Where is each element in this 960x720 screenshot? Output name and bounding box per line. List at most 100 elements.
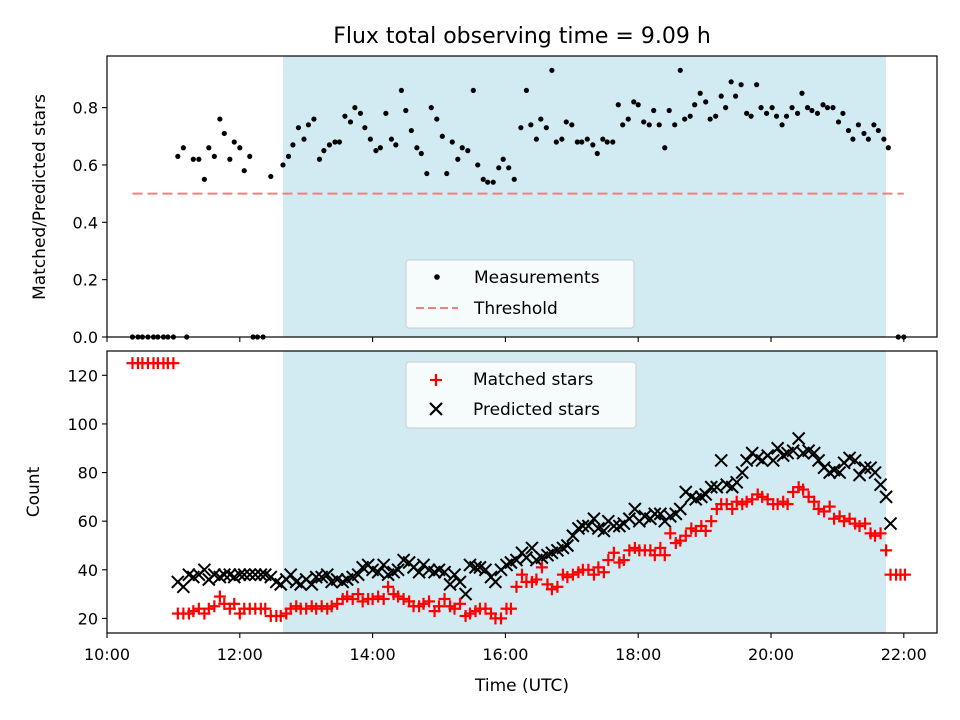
bottom-y-tick-label: 40 (78, 561, 98, 580)
measurement-point (268, 173, 274, 180)
measurement-point (840, 110, 846, 116)
measurement-point (485, 179, 491, 185)
predicted-stars-point (587, 512, 601, 526)
measurement-point (804, 105, 811, 111)
predicted-stars-point (868, 465, 882, 480)
matched-stars-point (228, 597, 241, 610)
predicted-stars-point (698, 487, 713, 502)
measurement-point (728, 79, 734, 85)
predicted-stars-point (883, 516, 898, 531)
measurement-point (311, 116, 317, 122)
measurement-point (881, 136, 887, 142)
x-tick-label: 20:00 (748, 645, 794, 664)
matched-stars-point (356, 595, 369, 608)
measurement-point (830, 105, 836, 111)
matched-stars-point (726, 503, 739, 516)
measurement-point (758, 105, 764, 111)
measurement-point (682, 116, 688, 122)
top-legend: Measurements Threshold (405, 259, 635, 329)
predicted-stars-point (376, 558, 391, 572)
measurement-point (732, 93, 739, 99)
matched-stars-point (535, 561, 548, 574)
measurement-point (662, 145, 668, 151)
matched-stars-point (325, 600, 338, 613)
matched-stars-point (463, 607, 476, 620)
measurement-point (439, 133, 445, 139)
matched-stars-point (781, 498, 794, 511)
measurement-point (845, 127, 852, 134)
predicted-stars-point (320, 567, 334, 582)
matched-stars-point (510, 580, 523, 593)
predicted-stars-point (443, 577, 457, 592)
measurement-point (779, 122, 785, 128)
predicted-stars-point (714, 453, 728, 468)
matched-stars-point (853, 520, 866, 533)
measurement-point (388, 136, 395, 142)
matched-stars-point (454, 597, 467, 610)
measurement-point (814, 110, 821, 116)
measurement-point (241, 168, 247, 174)
measurement-point (885, 145, 891, 151)
measurement-point (703, 99, 709, 105)
bottom-legend-box (405, 361, 637, 429)
measurement-point (398, 87, 404, 94)
top-legend-box (405, 259, 635, 329)
predicted-stars-point (248, 567, 263, 582)
measurement-point (579, 139, 585, 145)
measurement-point (718, 93, 724, 99)
x-tick-label: 14:00 (350, 645, 396, 664)
measurement-point (697, 90, 703, 96)
matched-stars-point (828, 512, 841, 525)
predicted-stars-point (437, 565, 452, 579)
measurement-point (794, 110, 801, 116)
predicted-stars-point (458, 587, 473, 601)
measurement-point (738, 82, 744, 88)
measurement-point (754, 82, 760, 88)
x-tick-label: 22:00 (881, 645, 927, 664)
predicted-stars-point (735, 465, 749, 480)
top-y-axis-ticks: 0.0 0.2 0.4 0.6 0.8 (73, 99, 107, 347)
matched-stars-point (377, 592, 390, 605)
matched-stars-point (504, 602, 517, 615)
bottom-panel: 20 40 60 80 100 120 10:00 12:00 14:00 16:00 18:00… (24, 350, 938, 696)
matched-stars-point (259, 602, 272, 615)
top-panel: 0.00.20.40.60.8 Matched/Predicted stars … (30, 55, 938, 347)
measurement-point (490, 179, 496, 185)
matched-stars-point (392, 590, 405, 603)
predicted-stars-point (560, 538, 575, 553)
predicted-stars-point (371, 565, 385, 579)
matched-stars-point (808, 495, 821, 508)
matched-stars-point (530, 573, 543, 586)
measurement-point (290, 142, 296, 148)
matched-stars-point (812, 503, 825, 516)
measurement-point (538, 116, 544, 122)
chart-title: Flux total observing time = 9.09 h (333, 24, 711, 49)
measurement-point (332, 139, 338, 145)
measurement-point (362, 125, 368, 131)
predicted-stars-point (478, 563, 493, 577)
bottom-x-axis-ticks: 10:00 12:00 14:00 16:00 18:00 20:00 22:00 (84, 633, 927, 664)
measurement-point (280, 162, 286, 168)
measurement-point (666, 107, 672, 114)
measurement-point (301, 136, 307, 142)
predicted-stars-point (807, 446, 821, 460)
measurement-point (549, 67, 555, 73)
predicted-stars-point (453, 575, 467, 589)
matched-stars-point (551, 580, 564, 593)
legend-measurements-marker (434, 274, 440, 280)
measurement-point (692, 102, 698, 108)
bottom-y-tick-label: 100 (67, 415, 98, 434)
measurement-point (748, 113, 754, 119)
matched-stars-point (494, 612, 507, 625)
measurement-point (563, 119, 569, 125)
measurement-point (631, 99, 637, 105)
measurement-point (533, 136, 539, 142)
predicted-stars-point (791, 431, 806, 446)
measurement-point (584, 136, 590, 142)
measurement-point (418, 150, 424, 157)
measurement-point (625, 116, 631, 122)
x-tick-label: 10:00 (84, 645, 130, 664)
matched-stars-point (167, 357, 180, 370)
matched-stars-point (566, 568, 579, 581)
